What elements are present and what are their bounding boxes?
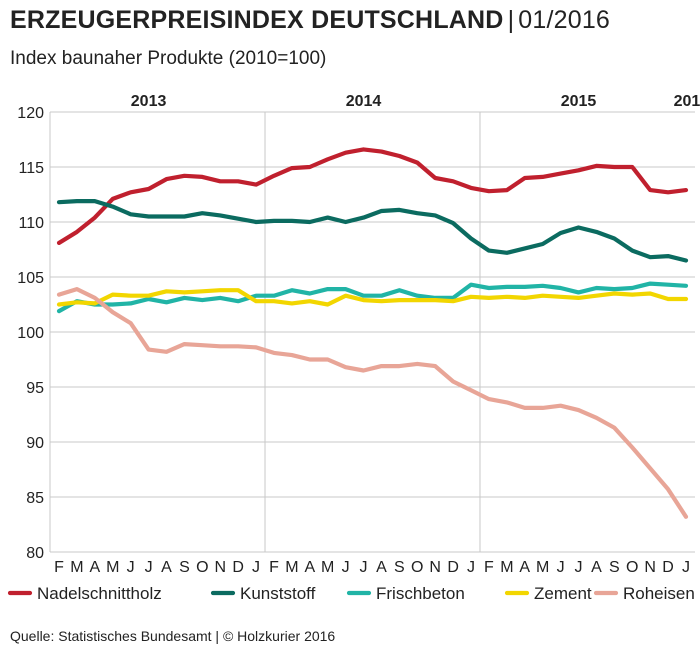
x-tick-label: M (321, 559, 334, 576)
x-tick-label: J (575, 559, 583, 576)
x-tick-label: J (557, 559, 565, 576)
chart-title: ERZEUGERPREISINDEX DEUTSCHLAND | 01/2016 (10, 6, 610, 35)
series-line-roheisen (56, 287, 689, 519)
x-tick-label: A (89, 559, 100, 576)
title-text: ERZEUGERPREISINDEX DEUTSCHLAND (10, 6, 504, 34)
x-tick-label: J (127, 559, 135, 576)
year-label: 2015 (561, 93, 597, 110)
source-note: Quelle: Statistisches Bundesamt | © Holz… (10, 628, 336, 644)
x-tick-label: A (519, 559, 530, 576)
x-tick-label: J (145, 559, 153, 576)
x-tick-label: M (106, 559, 119, 576)
x-tick-label: D (447, 559, 459, 576)
x-tick-label: D (662, 559, 674, 576)
x-tick-label: O (196, 559, 208, 576)
legend-label-frischbeton: Frischbeton (376, 584, 465, 600)
x-tick-label: J (360, 559, 368, 576)
x-tick-label: O (626, 559, 638, 576)
legend-label-zement: Zement (534, 584, 592, 600)
title-date: 01/2016 (518, 6, 611, 34)
x-tick-label: J (467, 559, 475, 576)
x-tick-label: M (536, 559, 549, 576)
legend-label-kunststoff: Kunststoff (240, 584, 316, 600)
y-tick-label: 105 (17, 270, 44, 287)
x-tick-label: N (214, 559, 226, 576)
x-tick-label: F (484, 559, 494, 576)
x-tick-label: S (394, 559, 405, 576)
x-tick-label: F (54, 559, 64, 576)
y-tick-label: 85 (26, 490, 44, 507)
x-tick-label: A (591, 559, 602, 576)
x-tick-label: M (500, 559, 513, 576)
x-tick-label: A (161, 559, 172, 576)
y-tick-label: 95 (26, 380, 44, 397)
x-tick-label: N (429, 559, 441, 576)
series-line-nadelschnittholz (56, 147, 689, 245)
x-tick-label: J (682, 559, 690, 576)
y-tick-label: 90 (26, 435, 44, 452)
y-tick-label: 115 (18, 160, 44, 177)
line-chart: 80 85 90 95 100 105 110 115 120 2013 2014 2015 2016 F… (7, 93, 700, 600)
x-tick-label: M (70, 559, 83, 576)
x-tick-label: J (342, 559, 350, 576)
x-tick-label: A (376, 559, 387, 576)
y-tick-label: 120 (17, 105, 44, 122)
y-tick-label: 110 (18, 215, 44, 232)
series-line-zement (56, 288, 689, 307)
x-tick-label: D (232, 559, 244, 576)
x-tick-label: S (179, 559, 190, 576)
year-label: 2016 (674, 93, 700, 110)
x-tick-label: O (411, 559, 423, 576)
y-tick-label: 80 (26, 545, 44, 562)
year-label: 2013 (131, 93, 167, 110)
x-tick-label: J (252, 559, 260, 576)
legend-label-roheisen: Roheisen (623, 584, 695, 600)
x-tick-label: M (285, 559, 298, 576)
x-tick-label: N (644, 559, 656, 576)
x-tick-label: S (609, 559, 620, 576)
chart-subtitle: Index baunaher Produkte (2010=100) (10, 48, 327, 69)
series-line-kunststoff (56, 199, 689, 263)
y-tick-label: 100 (17, 325, 44, 342)
x-tick-label: F (269, 559, 279, 576)
x-tick-label: A (304, 559, 315, 576)
title-separator: | (507, 6, 515, 34)
year-label: 2014 (346, 93, 382, 110)
series-line-frischbeton (56, 281, 689, 314)
legend-label-nadelschnittholz: Nadelschnittholz (37, 584, 162, 600)
